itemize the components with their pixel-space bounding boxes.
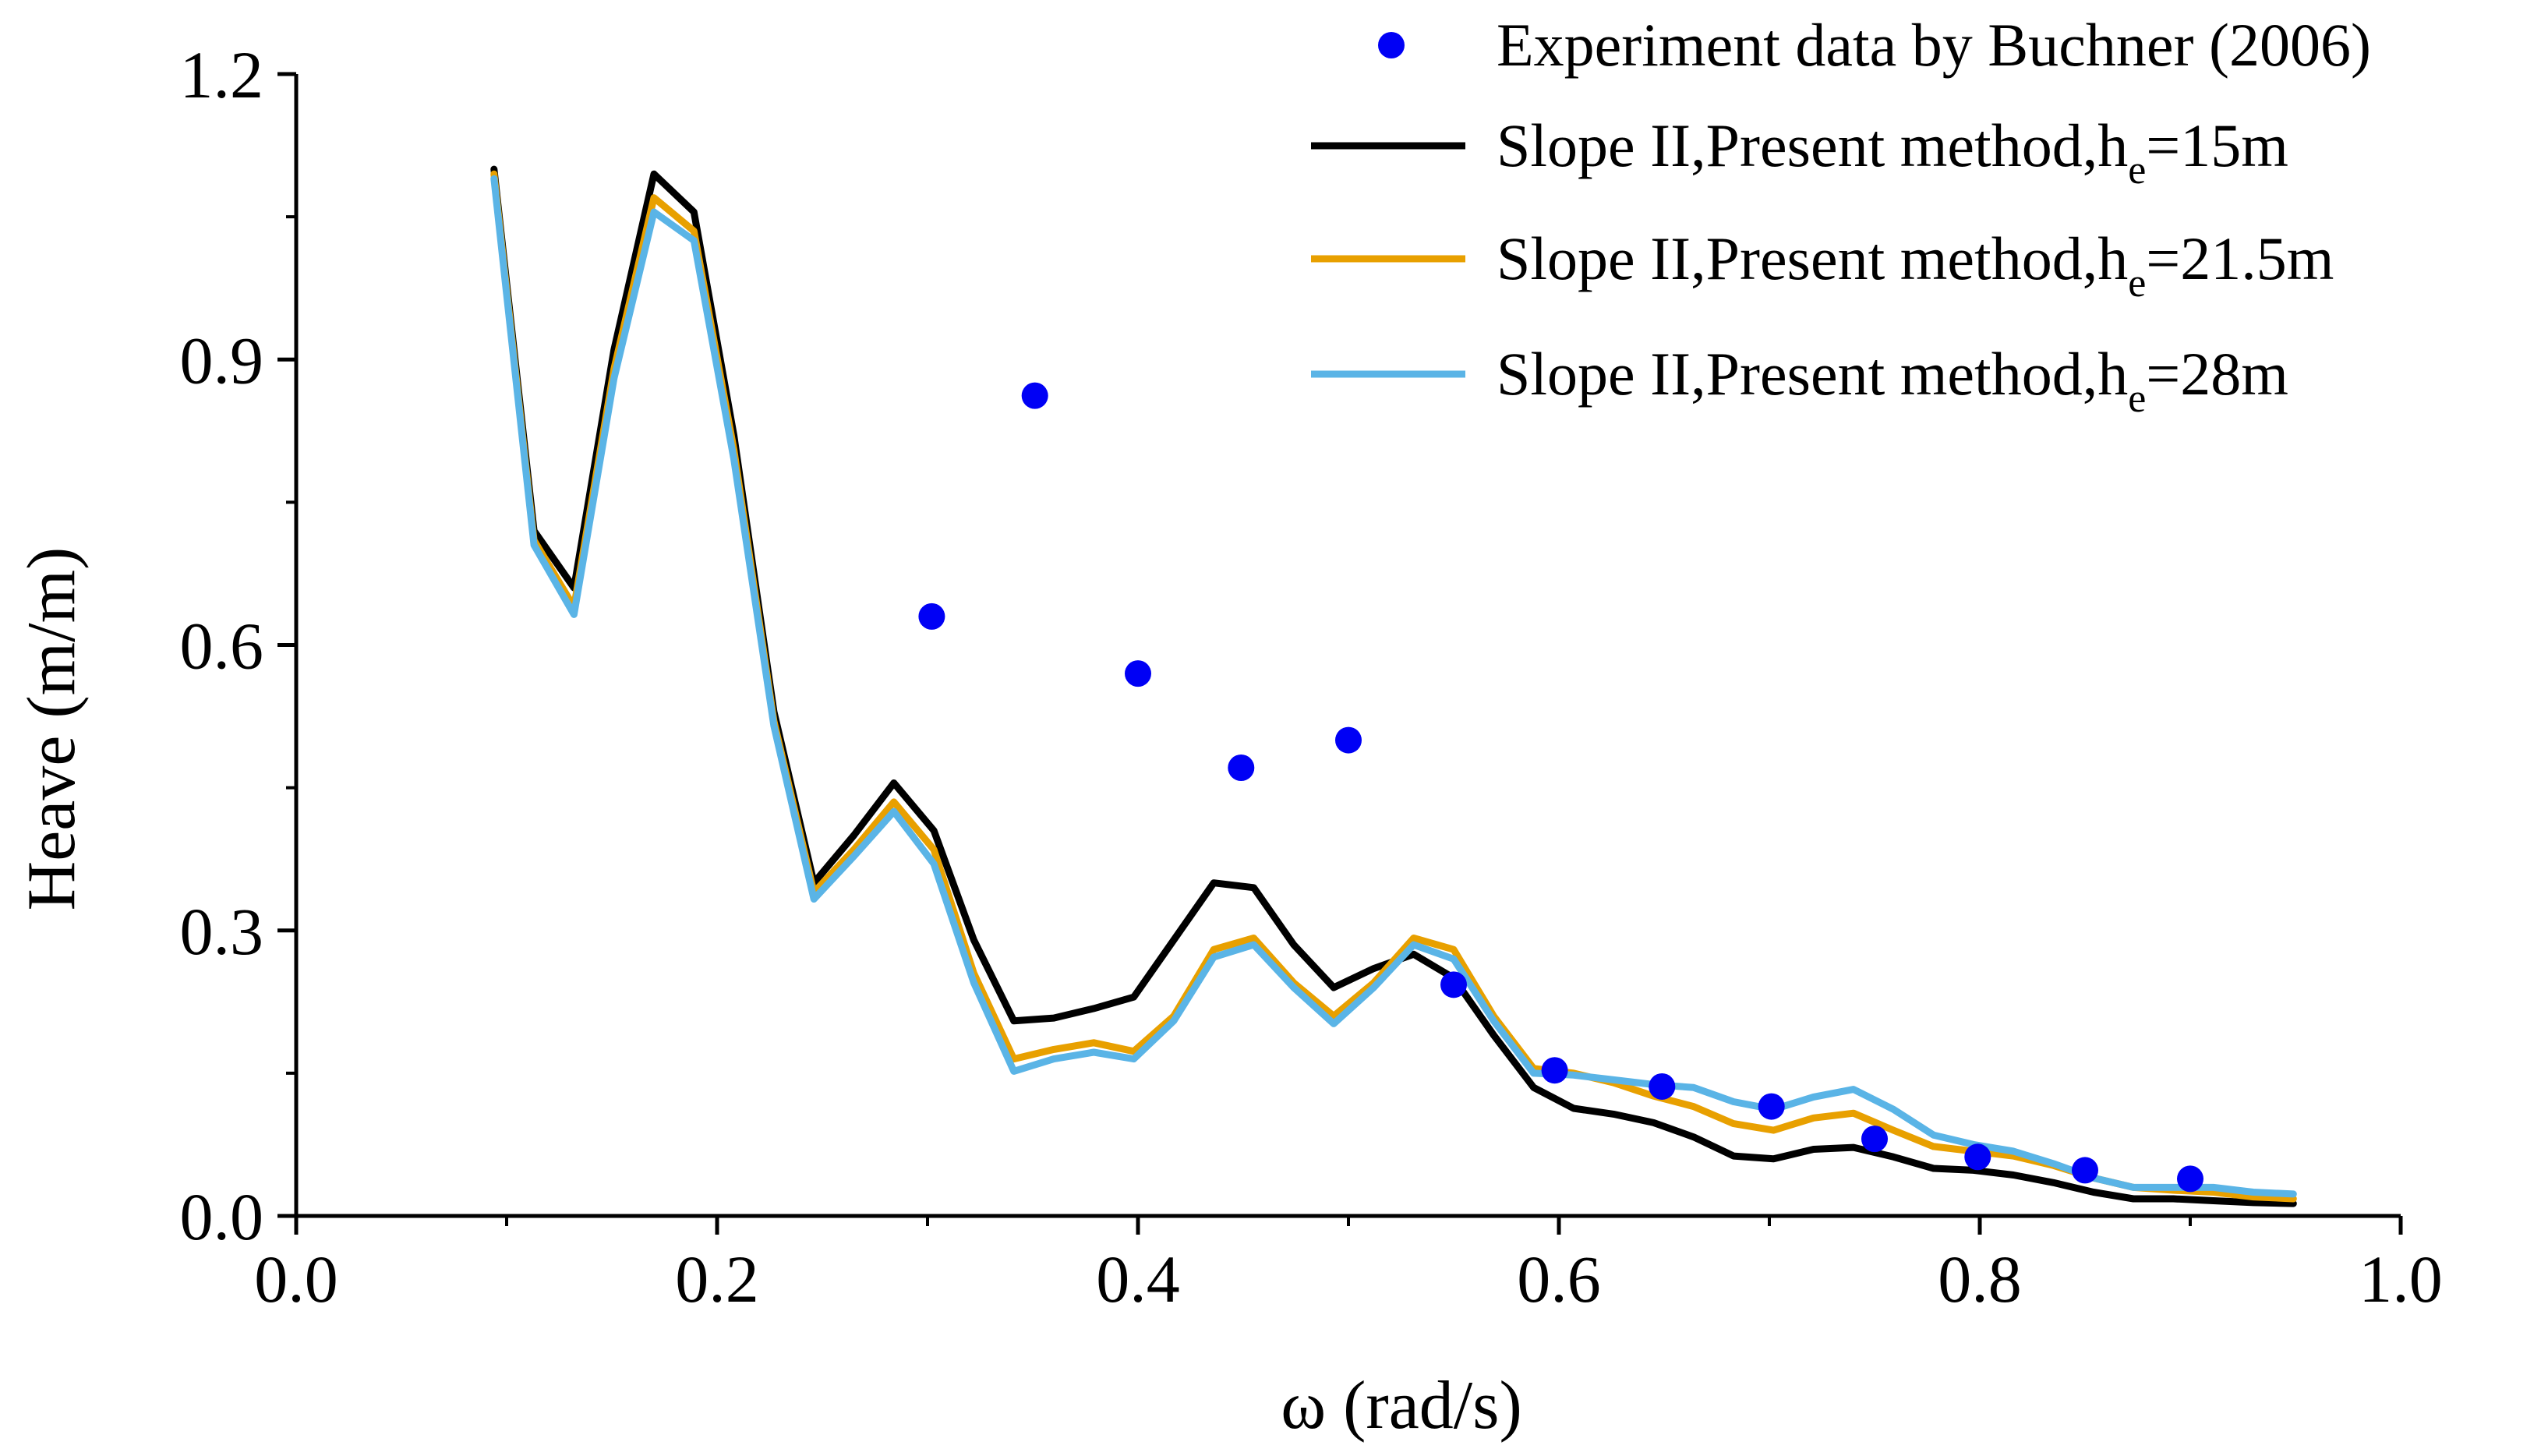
plot-area <box>490 165 2297 1207</box>
experiment-point <box>1964 1143 1991 1171</box>
experiment-point <box>2177 1165 2203 1193</box>
experiment-point <box>1125 660 1151 687</box>
legend-label-21-5m: Slope II,Present method,he=21.5m <box>1497 224 2334 306</box>
x-tick-label: 0.4 <box>1096 1242 1180 1316</box>
series-line-28m <box>490 175 2297 1198</box>
experiment-point <box>1541 1057 1568 1084</box>
x-tick-label: 0.2 <box>675 1242 759 1316</box>
experiment-point <box>2072 1157 2098 1184</box>
legend-label-experiment: Experiment data by Buchner (2006) <box>1497 11 2371 79</box>
x-tick-label: 1.0 <box>2359 1242 2443 1316</box>
legend-label-28m: Slope II,Present method,he=28m <box>1497 340 2288 421</box>
series-line-21-5m <box>490 170 2297 1203</box>
experiment-point <box>1440 971 1467 998</box>
series-line-15m <box>490 165 2297 1207</box>
y-tick-label: 1.2 <box>180 37 264 112</box>
experiment-point <box>918 603 945 630</box>
tick-labels: 0.0 0.2 0.4 0.6 0.8 1.0 0.0 0.3 0.6 0.9 1.2 <box>180 37 2443 1316</box>
legend-marker-experiment <box>1378 32 1405 58</box>
experiment-point <box>1335 726 1362 754</box>
y-axis-title: Heave (m/m) <box>14 547 90 911</box>
legend: Experiment data by Buchner (2006) Slope … <box>1311 11 2371 421</box>
x-axis-title: ω (rad/s) <box>1281 1368 1522 1444</box>
experiment-points <box>918 382 2203 1193</box>
experiment-point <box>1861 1126 1888 1153</box>
x-tick-label: 0.8 <box>1938 1242 2022 1316</box>
y-tick-label: 0.6 <box>180 609 264 684</box>
series-lines <box>490 165 2297 1207</box>
axes <box>277 72 2403 1235</box>
y-tick-label: 0.0 <box>180 1179 264 1254</box>
experiment-point <box>1649 1073 1676 1100</box>
experiment-point <box>1021 382 1048 409</box>
experiment-point <box>1758 1093 1785 1120</box>
legend-label-15m: Slope II,Present method,he=15m <box>1497 111 2288 193</box>
experiment-point <box>1228 754 1255 781</box>
x-tick-label: 0.6 <box>1517 1242 1601 1316</box>
x-tick-label: 0.0 <box>254 1242 338 1316</box>
y-tick-label: 0.9 <box>180 323 264 398</box>
y-tick-label: 0.3 <box>180 894 264 969</box>
